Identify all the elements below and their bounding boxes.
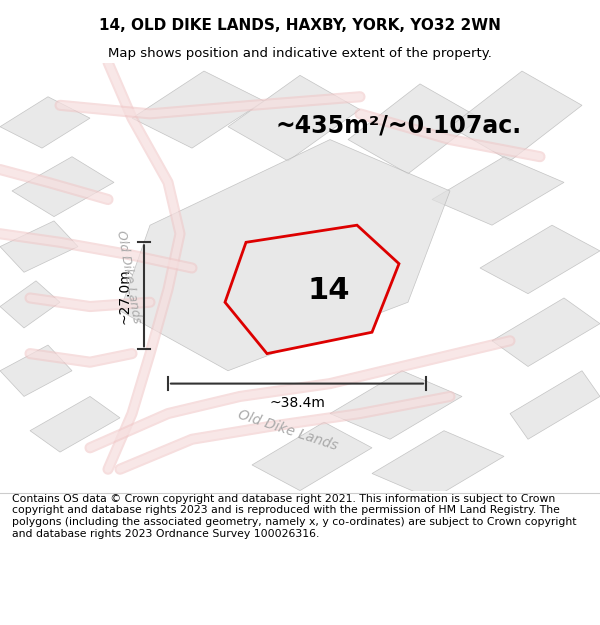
Text: Old Dike Lands: Old Dike Lands [115,229,143,324]
Polygon shape [225,225,399,354]
Polygon shape [372,431,504,499]
Polygon shape [252,422,372,491]
Polygon shape [120,139,450,371]
Polygon shape [132,71,264,148]
Text: Old Dike Lands: Old Dike Lands [236,408,340,454]
Polygon shape [0,281,60,328]
Polygon shape [0,345,72,396]
Polygon shape [480,225,600,294]
Polygon shape [330,371,462,439]
Polygon shape [450,71,582,161]
Polygon shape [12,157,114,217]
Text: 14: 14 [308,276,350,306]
Text: Map shows position and indicative extent of the property.: Map shows position and indicative extent… [108,48,492,60]
Text: Contains OS data © Crown copyright and database right 2021. This information is : Contains OS data © Crown copyright and d… [12,494,577,539]
Text: 14, OLD DIKE LANDS, HAXBY, YORK, YO32 2WN: 14, OLD DIKE LANDS, HAXBY, YORK, YO32 2W… [99,18,501,33]
Polygon shape [0,97,90,148]
Polygon shape [30,396,120,452]
Polygon shape [348,84,480,174]
Polygon shape [432,157,564,225]
Text: ~435m²/~0.107ac.: ~435m²/~0.107ac. [276,114,522,138]
Polygon shape [0,221,78,272]
Text: ~27.0m: ~27.0m [118,268,132,324]
Polygon shape [492,298,600,366]
Polygon shape [228,76,360,161]
Text: ~38.4m: ~38.4m [269,396,325,411]
Polygon shape [510,371,600,439]
